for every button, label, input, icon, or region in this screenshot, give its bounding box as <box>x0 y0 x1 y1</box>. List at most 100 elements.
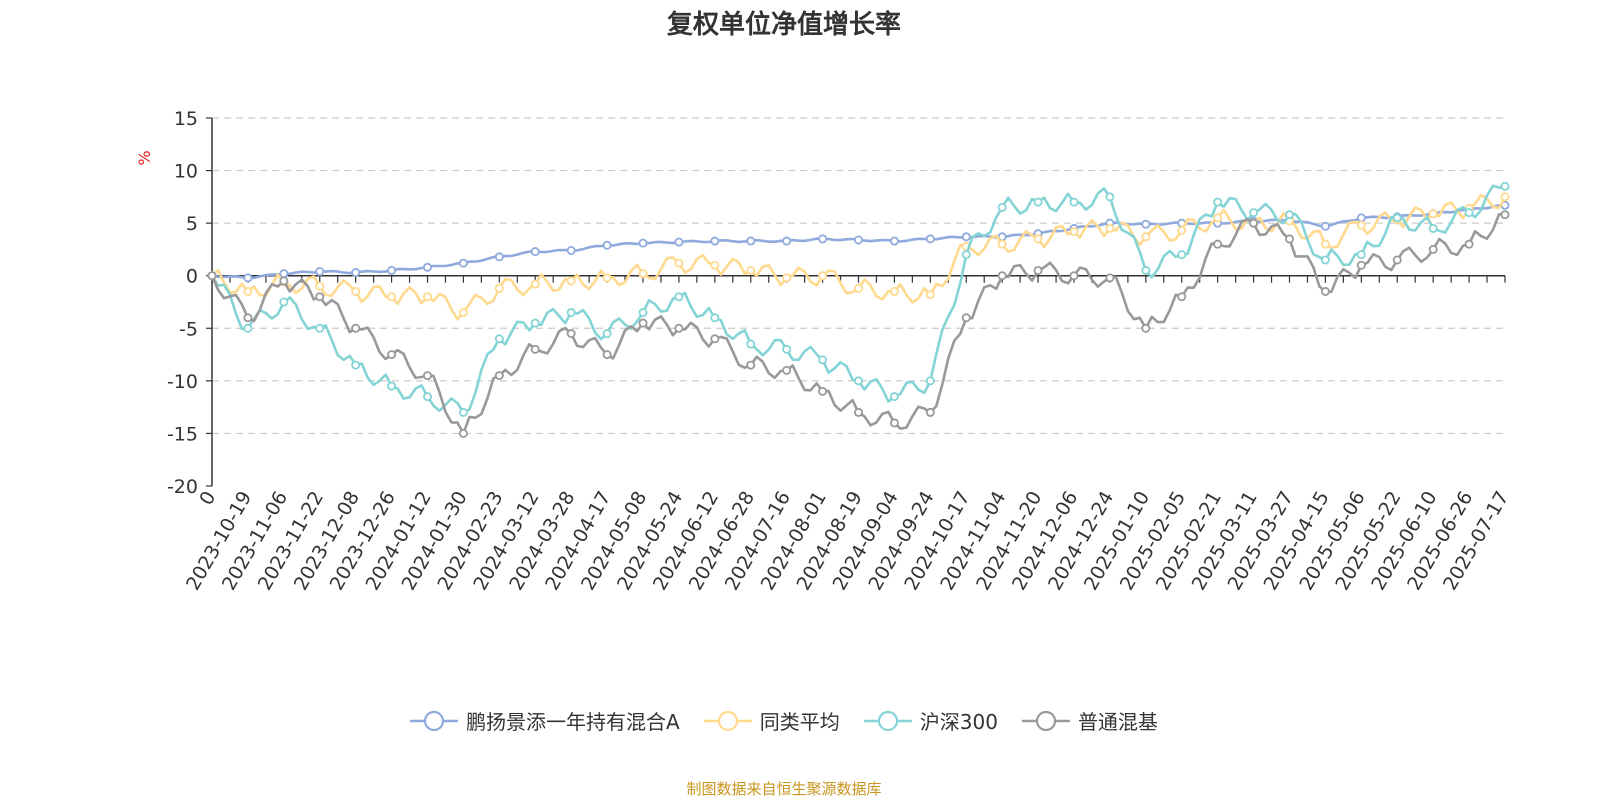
data-point <box>494 252 504 262</box>
legend-marker-icon <box>863 710 912 731</box>
data-point <box>1356 220 1366 230</box>
data-point <box>746 265 756 275</box>
data-point <box>925 407 935 417</box>
data-point <box>315 323 325 333</box>
data-point <box>961 250 971 260</box>
data-point <box>243 313 253 323</box>
data-point <box>854 407 864 417</box>
data-point <box>422 371 432 381</box>
data-point <box>997 202 1007 212</box>
data-point <box>638 269 648 279</box>
data-point <box>602 329 612 339</box>
y-tick-label: -10 <box>167 371 198 393</box>
data-point <box>674 258 684 268</box>
legend-label: 同类平均 <box>759 710 840 734</box>
data-point <box>1141 232 1151 242</box>
legend-label: 鹏扬景添一年持有混合A <box>466 710 680 734</box>
data-point <box>674 323 684 333</box>
data-point <box>1356 250 1366 260</box>
y-tick-label: 0 <box>186 266 198 288</box>
data-point <box>1141 219 1151 229</box>
data-point <box>1069 271 1079 281</box>
legend-item[interactable]: 鹏扬景添一年持有混合A <box>410 706 680 735</box>
chart-title: 复权单位净值增长率 <box>666 10 901 40</box>
data-point <box>1177 250 1187 260</box>
data-point <box>351 268 361 278</box>
data-point <box>710 260 720 270</box>
data-point <box>1500 210 1510 220</box>
data-point <box>315 267 325 277</box>
data-point <box>1249 218 1259 228</box>
data-point <box>1356 260 1366 270</box>
data-point <box>422 292 432 302</box>
data-point <box>458 308 468 318</box>
data-point <box>1141 265 1151 275</box>
series-1 <box>207 192 1510 321</box>
data-point <box>925 290 935 300</box>
data-point <box>854 376 864 386</box>
data-point <box>207 271 217 281</box>
data-point <box>1105 192 1115 202</box>
data-point <box>925 234 935 244</box>
data-point <box>1428 244 1438 254</box>
legend-item[interactable]: 沪深300 <box>863 706 998 735</box>
data-point <box>315 281 325 291</box>
legend-marker-icon <box>410 710 459 731</box>
data-point <box>889 392 899 402</box>
data-point <box>1213 239 1223 249</box>
data-point <box>530 318 540 328</box>
data-point <box>961 313 971 323</box>
data-point <box>782 365 792 375</box>
data-point <box>602 350 612 360</box>
data-point <box>1320 221 1330 231</box>
legend-label: 沪深300 <box>919 710 998 734</box>
y-tick-label: 5 <box>186 213 198 235</box>
data-point <box>530 247 540 257</box>
data-point <box>351 323 361 333</box>
data-point <box>315 292 325 302</box>
data-point <box>1356 213 1366 223</box>
data-point <box>782 236 792 246</box>
data-point <box>279 276 289 286</box>
data-point <box>387 265 397 275</box>
data-point <box>746 360 756 370</box>
data-point <box>1392 213 1402 223</box>
data-point <box>746 339 756 349</box>
data-point <box>1033 234 1043 244</box>
data-point <box>818 386 828 396</box>
data-point <box>1500 181 1510 191</box>
data-point <box>925 376 935 386</box>
data-point <box>387 350 397 360</box>
data-point <box>889 286 899 296</box>
data-point <box>997 239 1007 249</box>
data-point <box>566 308 576 318</box>
data-point <box>602 273 612 283</box>
legend-marker-icon <box>703 710 752 731</box>
data-point <box>1392 255 1402 265</box>
data-point <box>638 308 648 318</box>
axes <box>206 117 1506 487</box>
data-point <box>1320 286 1330 296</box>
data-point <box>854 235 864 245</box>
data-point <box>458 407 468 417</box>
data-point <box>782 273 792 283</box>
data-point <box>243 286 253 296</box>
series-lines <box>207 181 1510 438</box>
series-2 <box>207 181 1510 417</box>
data-point <box>1285 210 1295 220</box>
y-tick-label: 15 <box>174 108 198 130</box>
legend-item[interactable]: 普通混基 <box>1021 706 1158 735</box>
data-point <box>1105 273 1115 283</box>
data-point <box>1177 292 1187 302</box>
x-tick-labels: 02023-10-192023-11-062023-11-222023-12-0… <box>182 487 1513 594</box>
data-point <box>710 334 720 344</box>
data-point <box>1213 197 1223 207</box>
data-point <box>1069 197 1079 207</box>
data-point <box>674 292 684 302</box>
data-point <box>1464 239 1474 249</box>
data-point <box>1249 208 1259 218</box>
source-note: 制图数据来自恒生聚源数据库 <box>686 780 882 798</box>
legend-item[interactable]: 同类平均 <box>703 706 840 735</box>
data-point <box>746 236 756 246</box>
series-3 <box>207 210 1510 438</box>
